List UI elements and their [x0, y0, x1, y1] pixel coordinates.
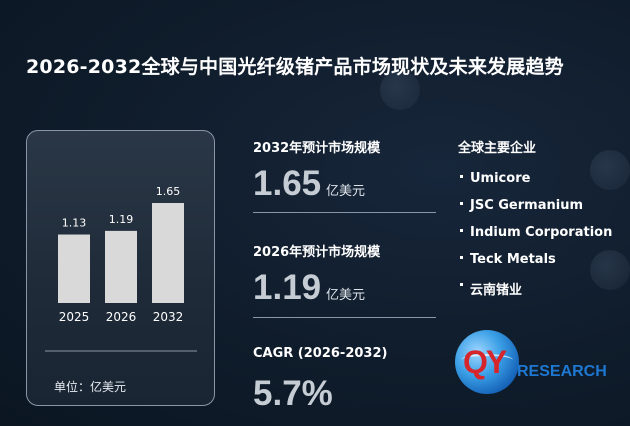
bar-2032	[152, 203, 184, 303]
metric-value-2026: 1.19	[253, 268, 322, 307]
logo-text: RESEARCH	[517, 363, 607, 380]
metric-value-2032: 1.65	[253, 164, 322, 203]
company-item: Teck Metals	[460, 252, 556, 267]
metric-label-2032: 2032年预计市场规模	[253, 141, 381, 156]
watermark-globe	[590, 150, 630, 190]
companies-title: 全球主要企业	[458, 141, 537, 156]
metric-divider	[253, 317, 436, 318]
page-title: 2026-2032全球与中国光纤级锗产品市场现状及未来发展趋势	[26, 56, 564, 78]
x-tick-2025: 2025	[59, 310, 90, 324]
globe-icon	[455, 330, 519, 394]
metric-divider	[253, 212, 436, 213]
bar-2025	[58, 234, 90, 303]
metric-label-2026: 2026年预计市场规模	[253, 245, 381, 260]
data-label-2026: 1.19	[109, 213, 134, 226]
bar-chart: 1.13 2025 1.19 2026 1.65 2032	[45, 185, 197, 352]
metric-value-cagr: 5.7%	[253, 374, 333, 413]
x-tick-2026: 2026	[106, 310, 137, 324]
watermark-globe	[590, 250, 630, 290]
metric-label-cagr: CAGR (2026-2032)	[253, 346, 388, 361]
metric-unit-2026: 亿美元	[326, 288, 366, 303]
company-item: Indium Corporation	[460, 225, 612, 240]
unit-label: 单位：亿美元	[54, 380, 127, 394]
data-label-2032: 1.65	[156, 185, 181, 198]
company-item: 云南锗业	[460, 279, 522, 298]
metric-unit-2032: 亿美元	[326, 184, 366, 199]
bar-chart-card: 1.13 2025 1.19 2026 1.65 2032 单位：亿美元	[26, 130, 215, 406]
data-label-2025: 1.13	[62, 217, 87, 230]
x-tick-2032: 2032	[153, 310, 184, 324]
qyresearch-logo: QY RESEARCH	[455, 330, 615, 400]
bar-2026	[105, 230, 137, 303]
watermark-globe	[380, 70, 420, 110]
company-item: JSC Germanium	[460, 198, 583, 213]
logo-mark: QY	[463, 344, 507, 380]
company-item: Umicore	[460, 171, 530, 186]
